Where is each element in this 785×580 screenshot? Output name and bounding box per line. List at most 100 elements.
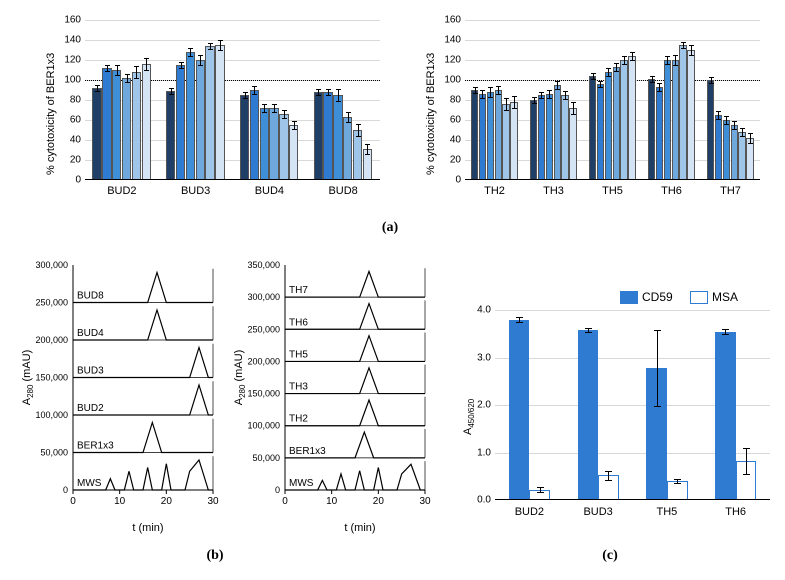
category-label: TH5 [656,506,677,518]
panel-b-right: 050,000100,000150,000200,000250,000300,0… [230,260,435,540]
error-cap [598,87,603,88]
panel-label-c: (c) [602,548,618,564]
y-tick: 80 [435,95,461,106]
figure-root: 020406080100120140160BUD2BUD3BUD4BUD8 % … [0,0,785,580]
y-tick: 120 [435,55,461,66]
y-tick: 120 [55,55,81,66]
chart-area: 020406080100120140160BUD2BUD3BUD4BUD8 [85,20,380,180]
bar [715,115,722,180]
trace-label: MWS [77,478,102,489]
x-axis-label: t (min) [320,522,400,534]
error-cap [650,82,655,83]
error-cap [365,154,370,155]
error-cap [272,112,277,113]
error-bar [506,98,507,110]
error-cap [356,124,361,125]
error-cap [654,406,661,407]
chart-area: 0.01.02.03.04.0BUD2BUD3TH5TH6 [495,310,770,500]
y-tick: 140 [55,35,81,46]
bar [707,80,714,180]
error-cap [585,332,592,333]
category-label: TH6 [661,185,682,197]
y-tick: 160 [435,15,461,26]
error-cap [480,90,485,91]
y-tick: 300,000 [247,292,280,302]
bar [628,56,635,180]
y-tick: 150,000 [35,373,68,383]
error-cap [473,93,478,94]
error-bar [264,104,265,112]
y-tick: 200,000 [35,335,68,345]
x-axis [495,499,770,500]
error-bar [127,74,128,82]
error-cap [125,74,130,75]
error-cap [198,55,203,56]
error-cap [208,43,213,44]
bar [333,95,342,180]
error-cap [716,111,721,112]
error-cap [188,48,193,49]
legend-swatch-icon [690,291,708,304]
error-bar [750,133,751,143]
category-label: BUD8 [328,185,357,197]
error-cap [512,108,517,109]
error-bar [146,58,147,70]
y-axis-label: A280 (mAU) [21,350,35,406]
bar [250,90,259,180]
gridline [465,40,760,41]
y-tick: 40 [435,135,461,146]
category-label: BUD3 [181,185,210,197]
error-cap [516,322,523,323]
error-cap [605,471,612,472]
y-tick: 0.0 [463,495,491,506]
error-cap [537,492,544,493]
error-cap [336,101,341,102]
error-bar [254,86,255,94]
trace-chart: 050,000100,000150,000200,000250,000300,0… [230,260,435,520]
error-bar [490,87,491,97]
bar [176,65,185,180]
trace-label: TH3 [289,382,308,393]
bar [479,94,486,180]
error-cap [547,90,552,91]
y-tick: 100 [435,75,461,86]
y-tick: 300,000 [35,260,68,270]
category-label: TH6 [725,506,746,518]
error-cap [169,88,174,89]
y-tick: 20 [435,155,461,166]
x-axis [465,179,760,180]
panel-c: CD59 MSA 0.01.02.03.04.0BUD2BUD3TH5TH6 A… [450,290,780,540]
error-cap [208,49,213,50]
error-cap [179,62,184,63]
gridline [85,60,380,61]
x-tick-label: 10 [114,496,126,507]
error-bar [565,91,566,99]
bar [510,102,517,180]
trace-chart: 050,000100,000150,000200,000250,000300,0… [18,260,223,520]
y-tick: 100 [55,75,81,86]
error-cap [716,119,721,120]
error-cap [262,112,267,113]
gridline [495,310,770,311]
bar [546,94,553,180]
error-cap [365,144,370,145]
error-bar [616,63,617,71]
error-cap [252,86,257,87]
y-tick: 200,000 [247,356,280,366]
bar [502,104,509,180]
error-cap [336,89,341,90]
y-tick: 0 [63,485,68,495]
error-cap [292,121,297,122]
trace-label: MWS [289,478,314,489]
error-cap [722,334,729,335]
error-cap [674,479,681,480]
error-cap [673,55,678,56]
error-cap [95,91,100,92]
bar [578,330,599,500]
legend-label: MSA [712,290,738,304]
error-bar [557,81,558,89]
bar [731,125,738,180]
error-cap [346,122,351,123]
y-tick: 160 [55,15,81,26]
bar [205,46,214,180]
